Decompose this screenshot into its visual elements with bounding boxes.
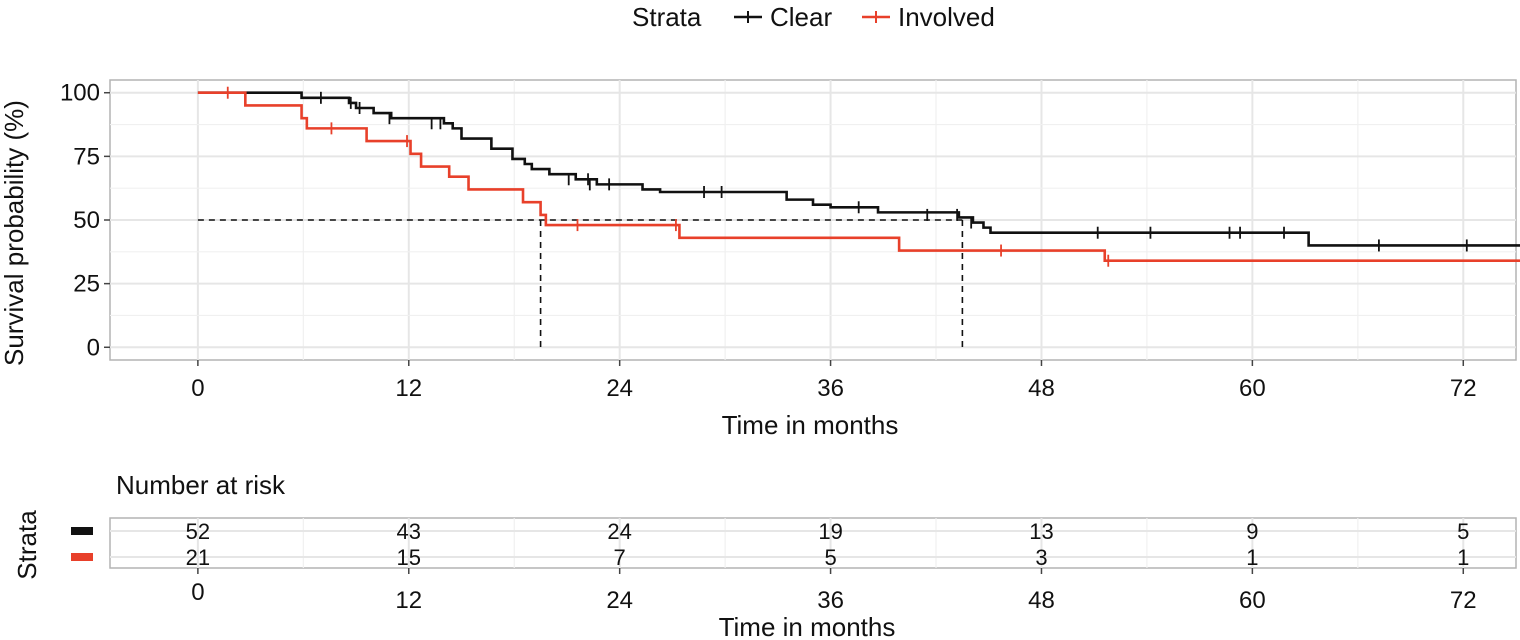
x-tick-label: 60	[1239, 375, 1266, 402]
x-tick-label: 36	[817, 375, 844, 402]
legend-key-involved	[862, 11, 890, 23]
risk-count: 21	[186, 545, 210, 570]
risk-count: 43	[397, 519, 421, 544]
risk-table-panel	[109, 517, 1517, 569]
risk-x-tick-label: 60	[1239, 587, 1266, 614]
y-tick-label: 75	[73, 143, 100, 170]
y-tick-label: 50	[73, 207, 100, 234]
risk-table-title: Number at risk	[116, 470, 286, 500]
x-axis-title: Time in months	[722, 410, 899, 440]
risk-x-tick-label: 0	[191, 579, 204, 606]
risk-x-tick-label: 12	[395, 587, 422, 614]
risk-count: 1	[1457, 545, 1469, 570]
risk-count: 24	[607, 519, 631, 544]
x-tick-label: 72	[1450, 375, 1477, 402]
risk-count: 13	[1029, 519, 1053, 544]
risk-table: Number at risk 52 43 24 19 13 9 5 21 15 7 5 3 1 1 0 12…	[12, 470, 1517, 640]
legend-label-clear: Clear	[770, 2, 832, 32]
risk-count: 3	[1035, 545, 1047, 570]
survival-curve-involved	[197, 91, 1520, 263]
x-axis: 0 12 24 36 48 60 72	[191, 360, 1477, 402]
risk-table-grid	[110, 518, 1516, 568]
risk-count: 5	[824, 545, 836, 570]
y-tick-label: 25	[73, 271, 100, 298]
survival-curve-clear	[197, 91, 1520, 247]
y-tick-label: 100	[60, 80, 100, 107]
x-tick-label: 24	[606, 375, 633, 402]
y-tick-label: 0	[87, 334, 100, 361]
y-axis: 0 25 50 75 100	[60, 80, 110, 361]
risk-x-tick-label: 72	[1450, 587, 1477, 614]
survival-plot: 0 25 50 75 100 0 12 24 36 48 60 72 Survival probab…	[0, 79, 1520, 440]
risk-count: 5	[1457, 519, 1469, 544]
x-tick-label: 12	[395, 375, 422, 402]
risk-x-tick-label: 36	[817, 587, 844, 614]
x-tick-label: 0	[191, 375, 204, 402]
risk-table-counts: 52 43 24 19 13 9 5 21 15 7 5 3 1 1	[186, 519, 1470, 570]
risk-count: 19	[818, 519, 842, 544]
legend-label-involved: Involved	[898, 2, 995, 32]
x-tick-label: 48	[1028, 375, 1055, 402]
risk-table-strata-keys	[71, 527, 93, 561]
risk-strata-key	[71, 527, 93, 535]
legend-key-clear	[734, 11, 762, 23]
risk-count: 9	[1246, 519, 1258, 544]
risk-strata-title: Strata	[12, 510, 42, 580]
risk-count: 1	[1246, 545, 1258, 570]
risk-x-tick-label: 48	[1028, 587, 1055, 614]
risk-table-x-axis: 0 12 24 36 48 60 72	[191, 568, 1477, 614]
risk-strata-key	[71, 553, 93, 561]
risk-count: 52	[186, 519, 210, 544]
risk-count: 7	[614, 545, 626, 570]
risk-x-axis-title: Time in months	[719, 612, 896, 640]
legend: Strata Clear Involved	[632, 2, 995, 32]
risk-count: 15	[397, 545, 421, 570]
legend-title: Strata	[632, 2, 702, 32]
risk-x-tick-label: 24	[606, 587, 633, 614]
y-axis-title: Survival probability (%)	[0, 100, 29, 366]
survival-curves	[197, 86, 1520, 267]
